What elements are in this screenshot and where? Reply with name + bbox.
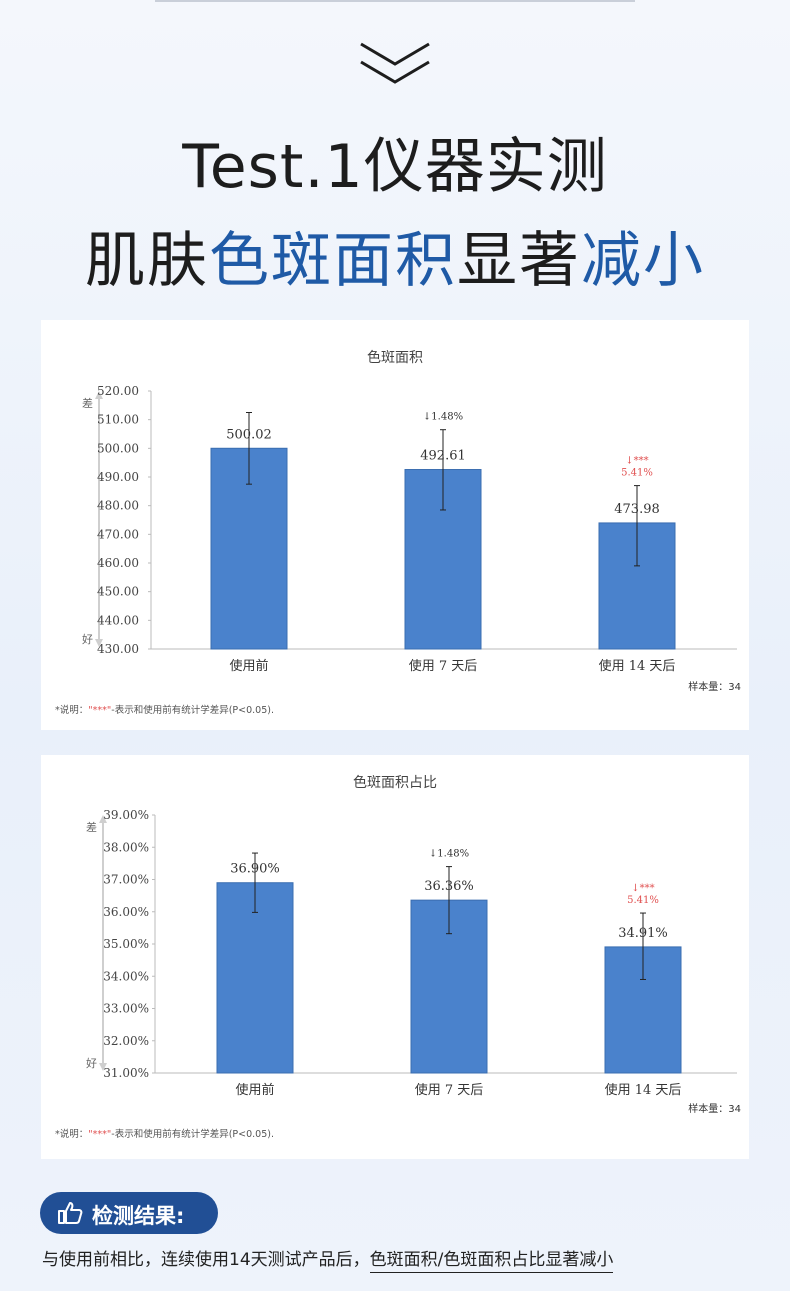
footnote-mark: "***" [88,705,111,716]
top-divider [155,0,635,2]
subtitle-part-1: 肌肤 [85,226,209,296]
footnote: *说明："***"-表示和使用前有统计学差异(P<0.05). [55,704,274,716]
y-tick-label: 440.00 [97,613,139,627]
change-annotation: ↓*** [631,883,654,894]
y-tick-label: 31.00% [103,1066,149,1080]
axis-bottom-label: 好 [82,632,93,646]
y-tick-label: 510.00 [97,413,139,427]
data-label: 36.90% [230,862,280,877]
y-tick-label: 36.00% [103,905,149,919]
sample-size-note: 样本量：34 [688,680,741,693]
category-label: 使用前 [229,658,268,674]
change-annotation: ↓1.48% [423,412,463,423]
double-chevron-down-icon [360,42,430,84]
axis-top-label: 差 [82,396,93,410]
footnote-prefix: *说明： [55,1128,88,1140]
chart-card-spot-ratio: 色斑面积占比差好 31.00% 32.00% 33.00% 34.00% 35.00% 36… [41,755,749,1159]
change-annotation: ↓1.48% [429,849,469,860]
change-annotation: 5.41% [621,468,653,479]
axis-bottom-label: 好 [86,1056,97,1070]
y-tick-label: 34.00% [103,969,149,983]
y-tick-label: 470.00 [97,527,139,541]
change-annotation: ↓*** [625,456,648,467]
side-arrow-down-head [99,1063,107,1071]
category-label: 使用 7 天后 [415,1082,484,1098]
axis-top-label: 差 [86,820,97,834]
page-title: Test.1仪器实测 [182,132,608,202]
result-badge: 检测结果: [40,1192,218,1234]
chart-title: 色斑面积 [367,349,423,366]
y-tick-label: 37.00% [103,873,149,887]
category-label: 使用 7 天后 [409,658,478,674]
data-label: 34.91% [618,926,668,941]
side-arrow-up-head [99,815,107,823]
result-text-plain: 与使用前相比，连续使用14天测试产品后， [42,1250,370,1270]
sample-size-note: 样本量：34 [688,1102,741,1115]
y-tick-label: 480.00 [97,499,139,513]
change-annotation: 5.41% [627,895,659,906]
y-tick-label: 39.00% [103,808,149,822]
subtitle-part-3: 显著 [457,226,581,296]
side-arrow-up-head [95,391,103,399]
category-label: 使用前 [235,1082,274,1098]
footnote-suffix: -表示和使用前有统计学差异(P<0.05). [111,1128,274,1140]
bar [216,882,294,1074]
subtitle-part-4: 减小 [581,226,705,296]
side-arrow-down-head [95,639,103,647]
y-tick-label: 33.00% [103,1002,149,1016]
chart-title: 色斑面积占比 [353,774,437,791]
result-badge-label: 检测结果: [92,1204,185,1228]
data-label: 500.02 [226,427,272,442]
y-tick-label: 460.00 [97,556,139,570]
result-text: 与使用前相比，连续使用14天测试产品后，色斑面积/色斑面积占比显著减小 [42,1245,614,1273]
category-label: 使用 14 天后 [605,1082,682,1098]
y-tick-label: 430.00 [97,642,139,656]
data-label: 492.61 [420,449,466,464]
subtitle-part-2: 色斑面积 [209,226,457,296]
footnote-prefix: *说明： [55,704,88,716]
footnote: *说明："***"-表示和使用前有统计学差异(P<0.05). [55,1128,274,1140]
y-tick-label: 32.00% [103,1034,149,1048]
category-label: 使用 14 天后 [599,658,676,674]
data-label: 473.98 [614,502,660,517]
thumbs-up-icon [58,1202,83,1224]
footnote-suffix: -表示和使用前有统计学差异(P<0.05). [111,704,274,716]
y-tick-label: 490.00 [97,470,139,484]
y-tick-label: 35.00% [103,937,149,951]
footnote-mark: "***" [88,1129,111,1140]
chart-card-spot-area: 色斑面积差好 430.00 440.00 450.00 460.00 470.00 480.… [41,320,749,730]
page-subtitle: 肌肤色斑面积显著减小 [0,212,790,299]
y-tick-label: 450.00 [97,585,139,599]
y-tick-label: 38.00% [103,840,149,854]
result-text-underlined: 色斑面积/色斑面积占比显著减小 [369,1250,614,1273]
data-label: 36.36% [424,879,474,894]
y-tick-label: 500.00 [97,441,139,455]
y-tick-label: 520.00 [97,384,139,398]
